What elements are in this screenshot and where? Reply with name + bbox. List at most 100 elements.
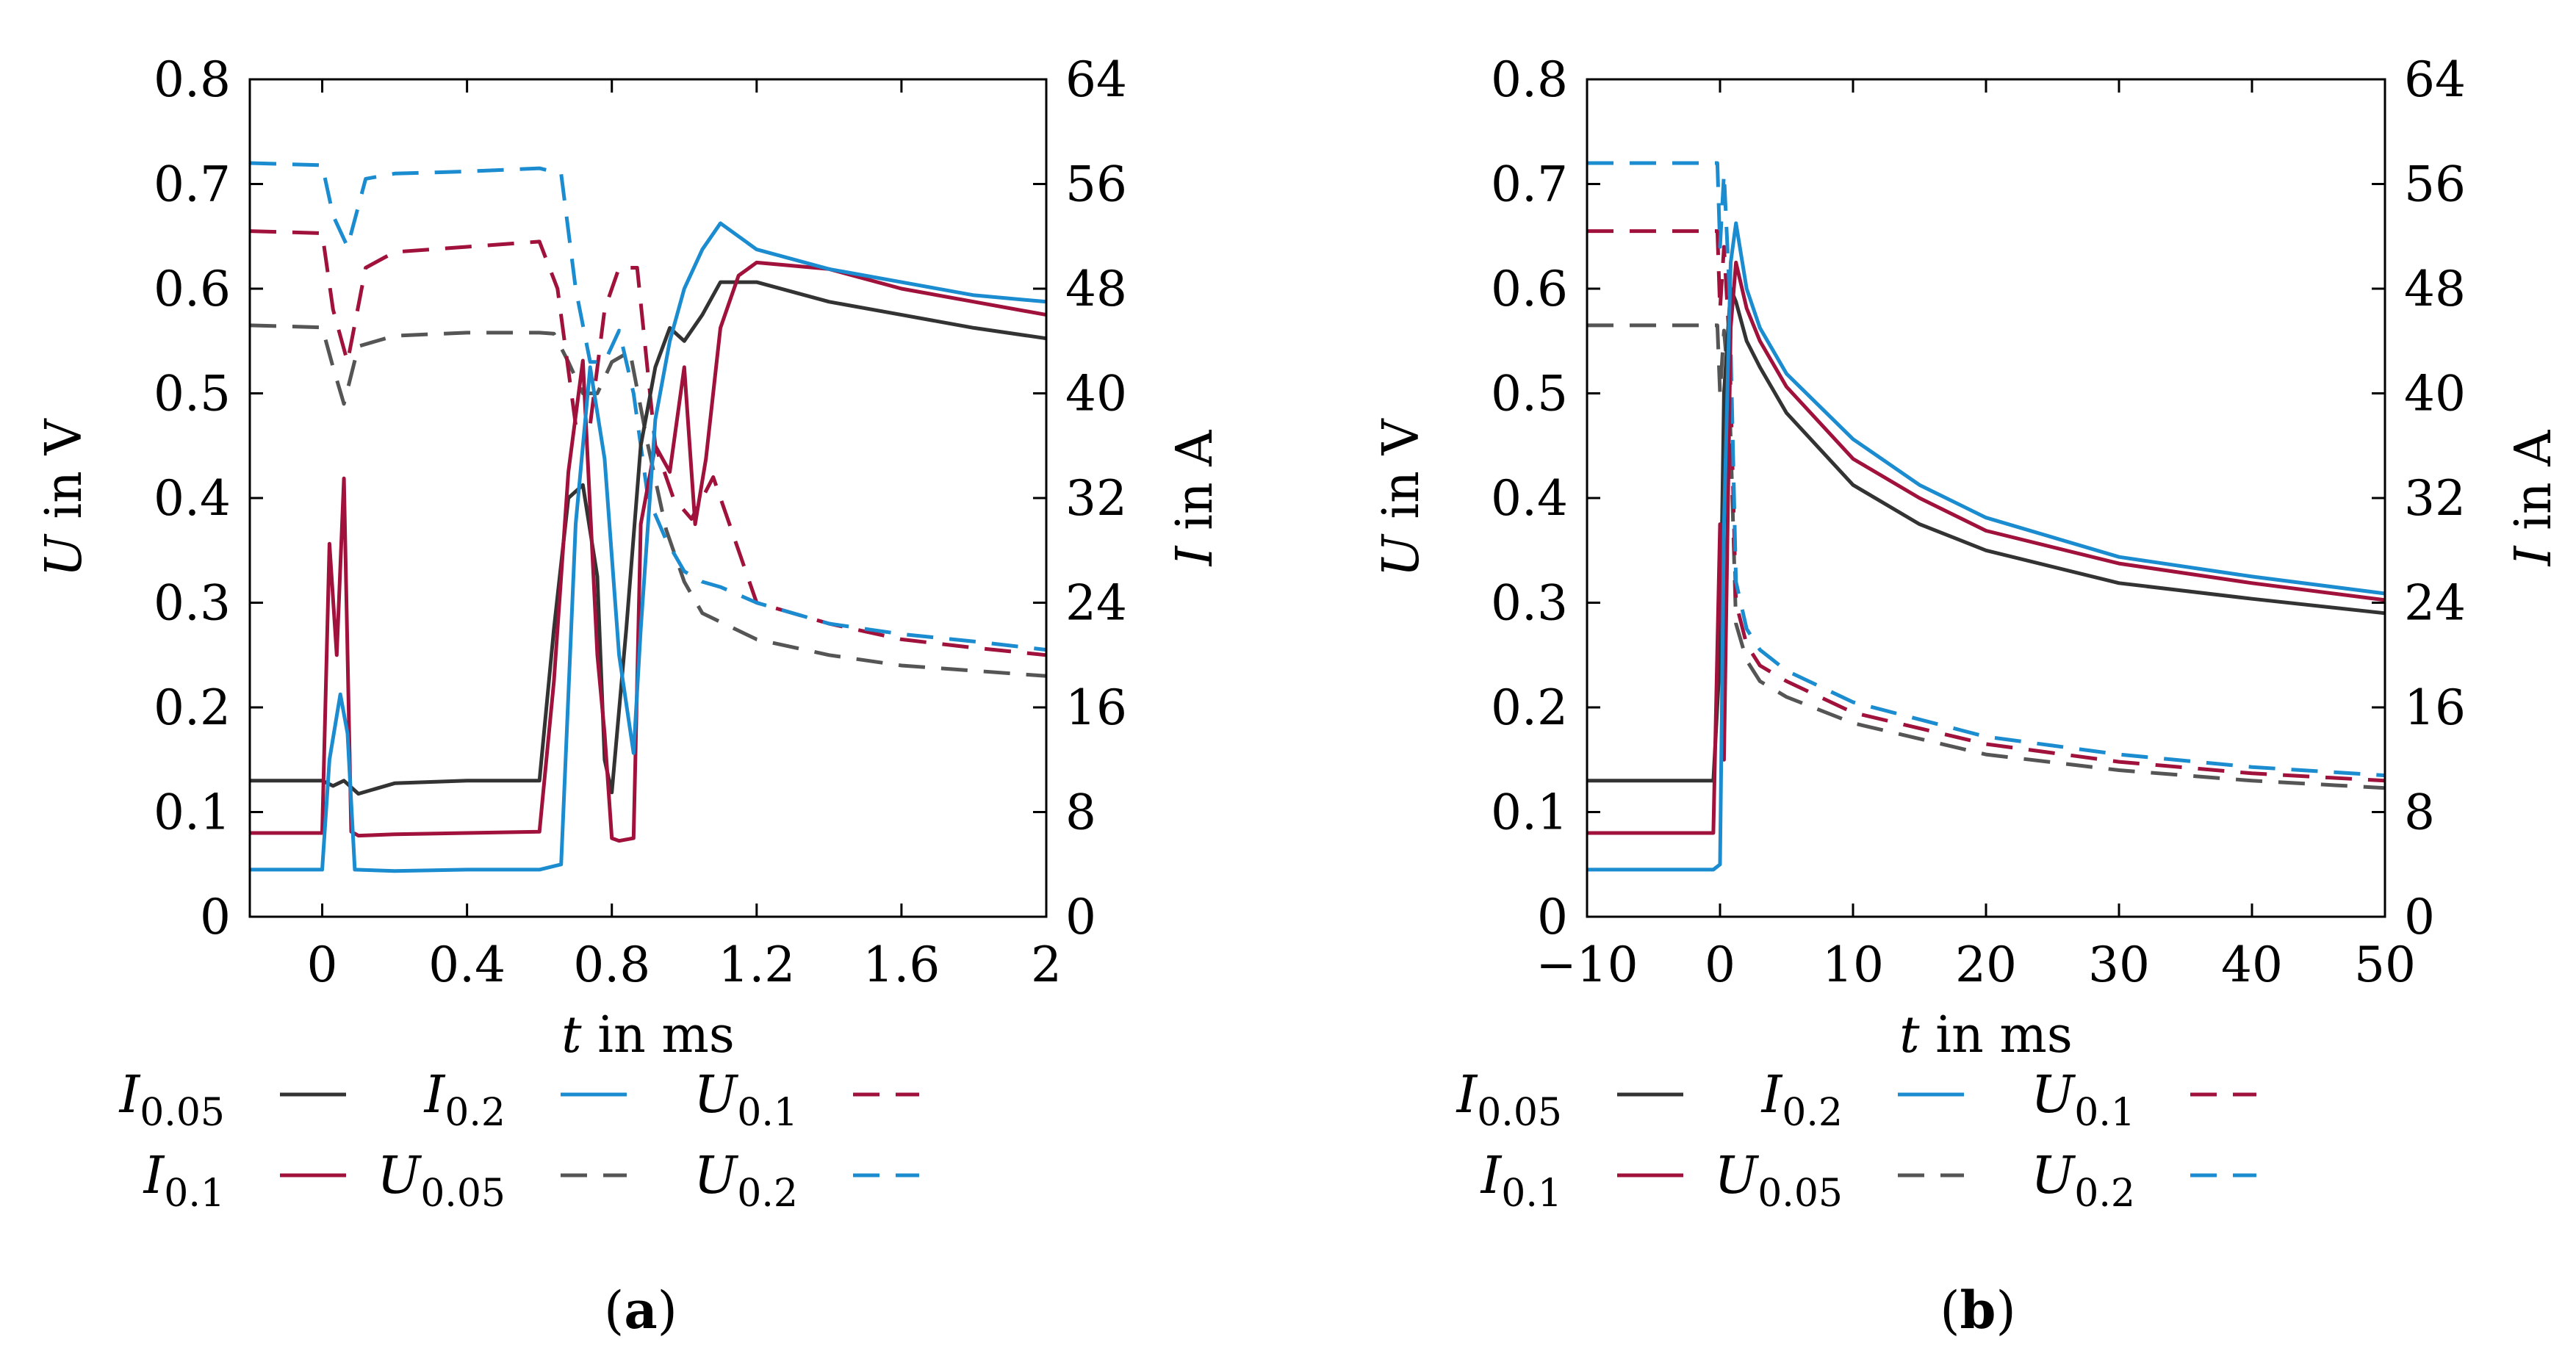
legend-label-base: I [143,1145,165,1205]
y-left-tick-label: 0.2 [1491,679,1568,736]
legend-label-base: I [1480,1145,1503,1205]
legend-label-base: I [118,1064,141,1125]
legend-label-U-01: U0.1 [694,1064,798,1135]
y-right-tick-label: 24 [1065,575,1127,632]
y-right-axis-label-var: I [1166,545,1224,567]
y-left-tick-label: 0.5 [1491,366,1568,422]
legend-label-sub: 0.05 [420,1172,506,1216]
x-tick-label: 0.4 [428,937,506,993]
legend-label-sub: 0.2 [737,1172,798,1216]
legend-label-U-02: U0.2 [694,1145,798,1216]
legend-label-sub: 0.1 [1501,1172,1562,1216]
y-left-tick-label: 0.5 [154,366,231,422]
panel-label-close: ) [1996,1280,2015,1341]
x-tick-label: 20 [1955,937,2017,993]
legend-label-sub: 0.2 [2074,1172,2135,1216]
y-left-tick-label: 0.7 [1491,156,1568,213]
legend-label-I-02: I0.2 [423,1064,506,1135]
legend-label-sub: 0.05 [1477,1091,1562,1135]
y-left-tick-label: 0 [200,889,231,945]
x-axis-label: t in ms [1899,1006,2072,1064]
y-right-tick-label: 32 [1065,470,1127,527]
legend-label-base: U [2031,1064,2076,1125]
panel-label: (b) [1940,1280,2016,1341]
x-tick-label: −10 [1536,937,1638,993]
legend-label-U-01: U0.1 [2031,1064,2135,1135]
legend-label-sub: 0.2 [445,1091,506,1135]
legend-label-I-01: I0.1 [143,1145,225,1216]
panel-label: (a) [604,1280,677,1341]
panel-label-letter: a [624,1280,657,1341]
legend-label-sub: 0.1 [737,1091,798,1135]
x-axis-label-unit: in ms [582,1006,735,1064]
y-right-axis-label-var: I [2505,545,2563,567]
y-right-tick-label: 24 [2404,575,2466,632]
legend-label-I-005: I0.05 [1456,1064,1562,1135]
y-right-tick-label: 48 [1065,261,1127,317]
y-left-axis-label: U in V [35,418,93,577]
y-left-tick-label: 0.1 [1491,785,1568,841]
legend-label-base: U [1714,1145,1759,1205]
legend-label-base: I [423,1064,446,1125]
series-line-I-02 [250,221,1047,873]
legend-label-sub: 0.05 [1757,1172,1843,1216]
y-right-axis-label: I in A [1166,430,1224,568]
y-left-axis-label-var: U [1372,533,1431,577]
x-tick-label: 50 [2354,937,2416,993]
legend-label-sub: 0.1 [164,1172,225,1216]
y-left-tick-label: 0.3 [154,575,231,632]
legend: I0.05 I0.2 U0.1I0.1 U0.05 U0.2 [1456,1064,2256,1216]
x-tick-label: 0 [307,937,338,993]
y-right-tick-label: 32 [2404,470,2466,527]
series-line-I-01 [250,260,1047,843]
series-line-U-005 [1587,323,2386,790]
legend-label-U-005: U0.05 [1714,1145,1843,1216]
y-left-axis-label-unit: in V [1372,418,1431,535]
y-right-tick-label: 0 [2404,889,2435,945]
y-right-tick-label: 8 [2404,785,2435,841]
y-left-tick-label: 0.6 [154,261,231,317]
y-left-axis-label-var: U [35,533,93,577]
y-right-tick-label: 56 [2404,156,2466,213]
legend-label-base: U [694,1145,738,1205]
series-line-I-02 [1587,221,2386,872]
y-left-tick-label: 0.7 [154,156,231,213]
legend-label-I-005: I0.05 [118,1064,225,1135]
x-tick-label: 1.6 [863,937,940,993]
legend-label-base: I [1456,1064,1478,1125]
series-line-I-01 [1587,260,2386,835]
legend-label-sub: 0.1 [2074,1091,2135,1135]
chart-panel-b: −10 0 10 20 30 40 500 00.1 80.2 160.3 240.4 320.5 40… [1372,51,2563,1341]
y-right-tick-label: 48 [2404,261,2466,317]
y-left-tick-label: 0.4 [1491,470,1568,527]
x-tick-label: 30 [2088,937,2150,993]
y-right-tick-label: 40 [1065,366,1127,422]
y-left-tick-label: 0.1 [154,785,231,841]
panel-label-close: ) [658,1280,677,1341]
y-left-tick-label: 0.4 [154,470,231,527]
series-line-I-005 [1587,286,2386,783]
legend-label-sub: 0.05 [140,1091,225,1135]
panel-label-open: ( [604,1280,624,1341]
y-left-tick-label: 0.8 [1491,51,1568,108]
legend-label-base: U [694,1064,738,1125]
series-lines [1587,161,2386,872]
legend-label-base: U [377,1145,422,1205]
y-left-tick-label: 0 [1537,889,1568,945]
legend-label-U-02: U0.2 [2031,1145,2135,1216]
x-axis-label-var: t [1899,1006,1920,1064]
y-right-tick-label: 56 [1065,156,1127,213]
x-axis-label-unit: in ms [1920,1006,2073,1064]
y-right-tick-label: 40 [2404,366,2466,422]
panel-label-letter: b [1960,1280,1996,1341]
legend-label-U-005: U0.05 [377,1145,506,1216]
x-tick-label: 0.8 [573,937,650,993]
y-right-tick-label: 0 [1065,889,1096,945]
series-line-U-005 [249,323,1047,678]
x-tick-label: 0 [1705,937,1735,993]
x-axis-label-var: t [561,1006,582,1064]
y-right-axis-label-unit: in A [1166,430,1224,547]
y-left-tick-label: 0.8 [154,51,231,108]
x-tick-label: 2 [1031,937,1062,993]
